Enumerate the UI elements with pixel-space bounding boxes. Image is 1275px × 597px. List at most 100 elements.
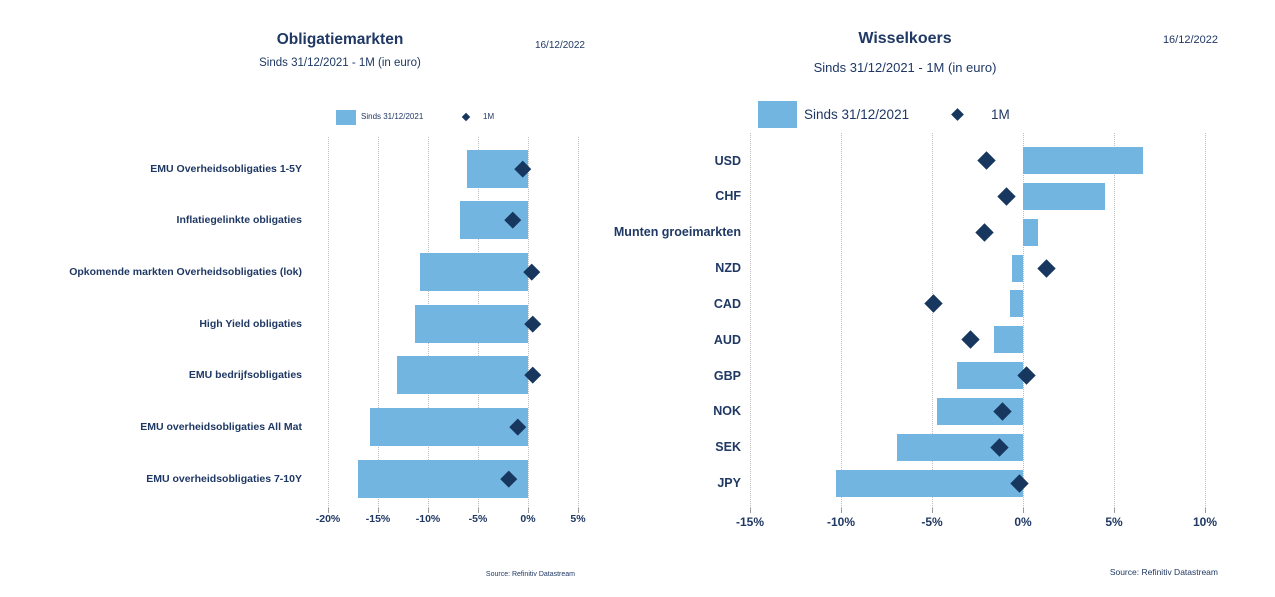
gridline xyxy=(841,133,842,508)
one-month-diamond xyxy=(1010,473,1029,493)
category-label: USD xyxy=(714,153,741,168)
legend-bar-swatch xyxy=(336,110,356,125)
gridline xyxy=(750,133,751,508)
axis-tick xyxy=(1205,508,1206,513)
since-bar xyxy=(420,252,528,291)
x-axis-label: -20% xyxy=(315,513,341,525)
axis-tick xyxy=(750,508,751,513)
legend-bar-swatch xyxy=(758,101,797,128)
since-bar xyxy=(1012,254,1023,282)
axis-tick xyxy=(841,508,842,513)
one-month-diamond xyxy=(975,222,994,242)
gridline xyxy=(1114,133,1115,508)
bond-chart-subtitle: Sinds 31/12/2021 - 1M (in euro) xyxy=(259,57,421,69)
since-bar xyxy=(1023,147,1144,174)
fx-chart-date: 16/12/2022 xyxy=(1162,34,1218,46)
x-axis-label: 10% xyxy=(1192,515,1218,529)
axis-tick xyxy=(1023,508,1024,513)
axis-tick xyxy=(578,508,579,513)
category-label: AUD xyxy=(713,332,741,347)
category-label: Opkomende markten Overheidsobligaties (l… xyxy=(69,265,302,278)
x-axis-label: 5% xyxy=(570,513,586,525)
axis-tick xyxy=(1114,508,1115,513)
one-month-diamond xyxy=(993,402,1013,421)
since-bar xyxy=(358,459,528,498)
since-bar xyxy=(937,397,1023,425)
since-bar xyxy=(1023,182,1105,210)
one-month-diamond xyxy=(977,151,996,170)
category-label: EMU overheidsobligaties All Mat xyxy=(140,420,302,433)
category-label: EMU bedrijfsobligaties xyxy=(188,369,302,382)
axis-tick xyxy=(328,508,329,513)
gridline xyxy=(578,137,579,508)
gridline xyxy=(932,133,933,508)
category-label: NOK xyxy=(713,404,741,419)
x-axis-label: -5% xyxy=(468,513,488,525)
category-label: CHF xyxy=(715,189,741,204)
legend-diamond-icon xyxy=(461,112,471,122)
one-month-diamond xyxy=(523,263,541,280)
category-label: GBP xyxy=(713,368,741,383)
bond-chart-source: Source: Refinitiv Datastream xyxy=(485,571,575,578)
legend-diamond-label: 1M xyxy=(991,107,1010,122)
gridline xyxy=(328,137,329,508)
since-bar xyxy=(897,433,1023,461)
gridline xyxy=(378,137,379,508)
since-bar xyxy=(460,201,528,240)
axis-tick xyxy=(932,508,933,513)
fx-chart-subtitle: Sinds 31/12/2021 - 1M (in euro) xyxy=(813,60,997,75)
gridline xyxy=(528,137,529,508)
legend-bar-label: Sinds 31/12/2021 xyxy=(361,112,424,121)
legend-diamond-label: 1M xyxy=(483,112,495,121)
one-month-diamond xyxy=(997,187,1016,206)
one-month-diamond xyxy=(514,160,532,177)
category-label: NZD xyxy=(715,261,741,275)
axis-tick xyxy=(428,508,429,513)
x-axis-label: -5% xyxy=(921,515,943,529)
gridline xyxy=(428,137,429,508)
x-axis-label: 0% xyxy=(520,513,536,525)
category-label: SEK xyxy=(715,440,741,455)
legend-diamond-icon xyxy=(951,108,964,121)
since-bar xyxy=(1023,218,1038,246)
one-month-diamond xyxy=(990,437,1009,457)
category-label: CAD xyxy=(713,296,741,311)
one-month-diamond xyxy=(509,418,527,435)
gridline xyxy=(1023,133,1024,508)
bond-chart-date: 16/12/2022 xyxy=(534,40,585,51)
legend-bar-label: Sinds 31/12/2021 xyxy=(804,107,910,122)
since-bar xyxy=(370,407,528,446)
category-label: Munten groeimarkten xyxy=(613,225,741,240)
one-month-diamond xyxy=(924,294,944,314)
one-month-diamond xyxy=(1017,366,1036,385)
fx-chart-title: Wisselkoers xyxy=(858,30,952,47)
bond-chart-title: Obligatiemarkten xyxy=(276,31,404,48)
one-month-diamond xyxy=(524,315,542,332)
x-axis-label: 5% xyxy=(1105,515,1123,529)
one-month-diamond xyxy=(504,212,522,229)
gridline xyxy=(1205,133,1206,508)
since-bar xyxy=(397,356,528,395)
since-bar xyxy=(467,149,528,188)
x-axis-label: -15% xyxy=(365,513,391,525)
x-axis-label: -15% xyxy=(735,515,764,529)
category-label: EMU overheidsobligaties 7-10Y xyxy=(146,472,302,485)
since-bar xyxy=(993,326,1023,354)
one-month-diamond xyxy=(961,330,980,349)
x-axis-label: 0% xyxy=(1014,515,1032,529)
since-bar xyxy=(1010,290,1023,318)
one-month-diamond xyxy=(524,367,542,384)
axis-tick xyxy=(378,508,379,513)
category-label: JPY xyxy=(717,476,741,490)
since-bar xyxy=(415,304,528,343)
one-month-diamond xyxy=(500,470,518,487)
fx-chart-source: Source: Refinitiv Datastream xyxy=(1109,567,1218,577)
category-label: Inflatiegelinkte obligaties xyxy=(176,214,302,227)
gridline xyxy=(478,137,479,508)
category-label: High Yield obligaties xyxy=(199,317,302,330)
category-label: EMU Overheidsobligaties 1-5Y xyxy=(150,162,302,175)
since-bar xyxy=(835,469,1023,497)
one-month-diamond xyxy=(1037,258,1056,278)
